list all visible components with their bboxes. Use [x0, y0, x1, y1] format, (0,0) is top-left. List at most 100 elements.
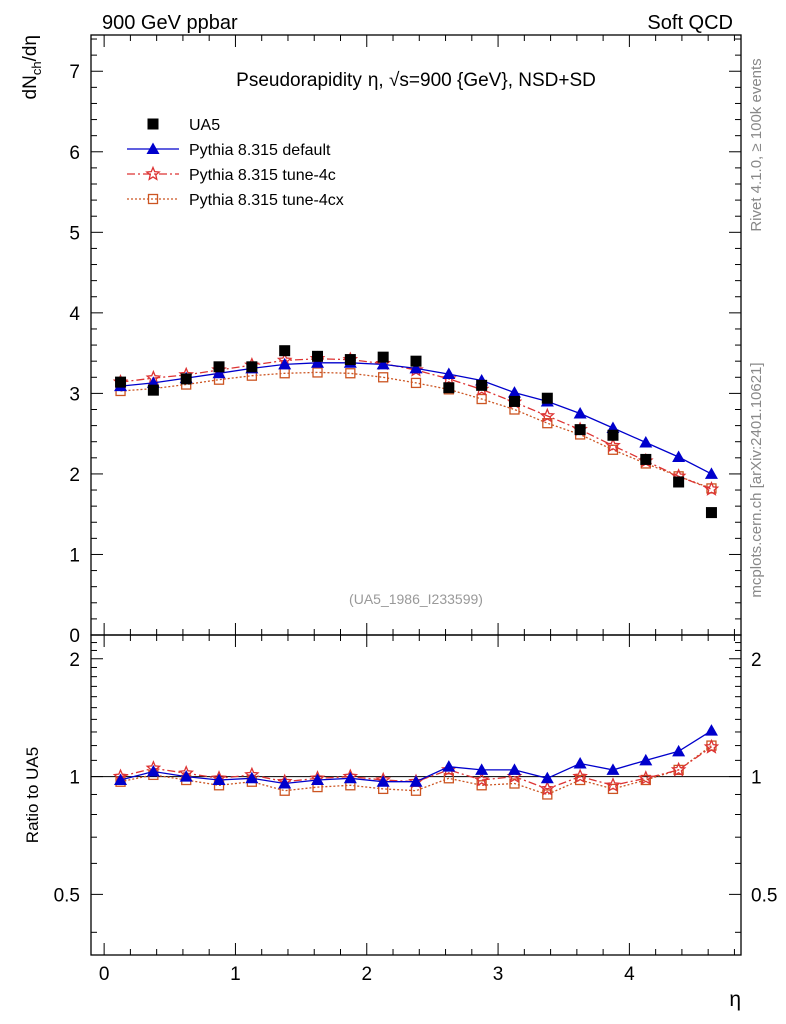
data-point-pythia-8-315-tune-4cx [476, 393, 487, 405]
ratio-point-pythia-8-315-default [672, 744, 686, 757]
y-label-tail-part: /dη [20, 35, 41, 61]
data-point-ua5 [476, 379, 488, 391]
plot-title-suffix: =900 {GeV}, NSD+SD [409, 70, 596, 91]
y-tick-label-ratio-right: 0.5 [751, 885, 777, 906]
y-tick-label-main: 0 [69, 626, 80, 647]
ratio-point-pythia-8-315-default [146, 765, 160, 777]
mcplots-label: mcplots.cern.ch [arXiv:2401.10621] [748, 362, 765, 597]
plot-title: Pseudorapidity η, √s=900 {GeV}, NSD+SD [236, 70, 596, 91]
ratio-point-pythia-8-315-tune-4c [473, 771, 490, 787]
data-point-ua5 [673, 476, 685, 488]
y-label-sub-part: ch [29, 61, 44, 75]
data-marks [91, 345, 741, 800]
ratio-point-pythia-8-315-default [507, 763, 521, 775]
ratio-point-pythia-8-315-default [212, 773, 226, 785]
data-point-pythia-8-315-default [311, 356, 325, 368]
legend-marker-pythia-8-315-default [146, 142, 160, 154]
analysis-watermark: (UA5_1986_I233599) [349, 591, 483, 607]
y-tick-label-ratio: 0.5 [54, 885, 80, 906]
y-tick-label-main: 6 [69, 143, 80, 164]
series-line-pythia-8-315-tune-4cx [120, 371, 712, 490]
y-tick-label-main: 5 [69, 223, 80, 244]
data-point-ua5 [574, 424, 586, 436]
plot-title-eta: η, [368, 70, 389, 91]
legend-marker-pythia-8-315-tune-4c [145, 165, 161, 181]
legend-label-ua5: UA5 [189, 117, 220, 134]
x-tick-label: 2 [361, 964, 372, 985]
ratio-point-pythia-8-315-default [704, 724, 718, 736]
y-tick-label-main: 3 [69, 384, 80, 405]
x-tick-label: 0 [99, 964, 110, 985]
plot-title-sqrt: √s [389, 70, 409, 91]
data-point-ua5 [607, 429, 619, 441]
data-point-pythia-8-315-tune-4cx [312, 367, 323, 378]
ratio-point-pythia-8-315-default [343, 771, 357, 784]
ratio-point-pythia-8-315-default [540, 771, 554, 784]
header-left-title: 900 GeV ppbar [102, 12, 238, 34]
header-right-title: Soft QCD [647, 12, 733, 34]
ratio-point-pythia-8-315-default [245, 771, 259, 784]
x-tick-label: 1 [230, 964, 241, 985]
series-line-pythia-8-315-default [120, 362, 712, 475]
ratio-point-pythia-8-315-default [376, 775, 390, 787]
data-point-ua5 [410, 355, 422, 367]
data-point-pythia-8-315-default [376, 357, 390, 370]
data-point-ua5 [279, 345, 291, 357]
y-tick-label-main: 4 [69, 304, 80, 325]
legend-marker-pythia-8-315-tune-4cx [147, 193, 159, 205]
legend: UA5 Pythia 8.315 default Pythia 8.315 tune… [127, 117, 344, 209]
ratio-point-pythia-8-315-default [278, 777, 292, 789]
ratio-point-pythia-8-315-tune-4c [670, 761, 687, 777]
ratio-point-pythia-8-315-tune-4c [703, 738, 720, 754]
ratio-plot-frame [90, 634, 742, 956]
data-point-ua5 [115, 376, 127, 388]
data-point-ua5 [180, 373, 192, 385]
legend-label-pythia-8-315-default: Pythia 8.315 default [189, 142, 331, 159]
ratio-point-pythia-8-315-tune-4c [638, 770, 654, 785]
data-point-ua5 [147, 384, 159, 396]
ratio-point-pythia-8-315-tune-4c [572, 768, 588, 784]
ratio-point-pythia-8-315-tune-4cx [443, 773, 454, 784]
ratio-point-pythia-8-315-default [311, 773, 325, 785]
data-point-pythia-8-315-default [409, 361, 423, 374]
data-point-ua5 [377, 351, 389, 363]
x-axis-label: η [729, 988, 741, 1011]
ratio-point-pythia-8-315-default [606, 763, 620, 775]
ratio-point-pythia-8-315-default [639, 753, 653, 766]
ratio-point-pythia-8-315-tune-4cx [607, 783, 619, 795]
data-point-pythia-8-315-tune-4c [605, 437, 621, 453]
legend-label-pythia-8-315-tune-4c: Pythia 8.315 tune-4c [189, 167, 336, 184]
data-point-pythia-8-315-default [278, 357, 292, 370]
y-tick-label-ratio: 2 [69, 650, 80, 671]
data-point-pythia-8-315-tune-4c [539, 407, 556, 423]
axis-ticks: 0 1 2 3 4 0 1 2 3 4 5 6 7 0.5 0.5 1 1 2 2 [54, 35, 777, 985]
ratio-point-pythia-8-315-default [442, 760, 456, 772]
data-point-ua5 [508, 395, 520, 407]
y-tick-label-ratio-right: 1 [751, 768, 762, 789]
y-tick-label-ratio-right: 2 [751, 650, 762, 671]
data-point-ua5 [705, 507, 717, 519]
data-point-pythia-8-315-tune-4cx [410, 377, 422, 389]
data-point-ua5 [213, 361, 225, 373]
y-tick-label-main: 1 [69, 545, 80, 566]
x-tick-label: 3 [493, 964, 504, 985]
data-point-pythia-8-315-tune-4c [703, 481, 720, 496]
data-point-pythia-8-315-tune-4cx [607, 444, 619, 455]
data-point-pythia-8-315-tune-4cx [378, 372, 389, 383]
data-point-ua5 [443, 382, 455, 394]
data-point-ua5 [312, 350, 324, 362]
ratio-point-pythia-8-315-default [179, 770, 193, 782]
ratio-point-pythia-8-315-tune-4c [539, 780, 556, 796]
rivet-label: Rivet 4.1.0, ≥ 100k events [748, 58, 765, 231]
x-tick-label: 4 [624, 964, 635, 985]
legend-label-pythia-8-315-tune-4cx: Pythia 8.315 tune-4cx [189, 192, 344, 209]
ratio-point-pythia-8-315-default [409, 775, 423, 787]
y-label-main-part: dN [20, 75, 41, 99]
data-point-pythia-8-315-default [639, 436, 653, 448]
ratio-point-pythia-8-315-tune-4cx [640, 774, 651, 786]
data-point-pythia-8-315-default [212, 366, 226, 379]
data-point-ua5 [344, 354, 356, 366]
y-tick-label-main: 7 [69, 62, 80, 83]
ratio-point-pythia-8-315-tune-4cx [574, 774, 586, 786]
